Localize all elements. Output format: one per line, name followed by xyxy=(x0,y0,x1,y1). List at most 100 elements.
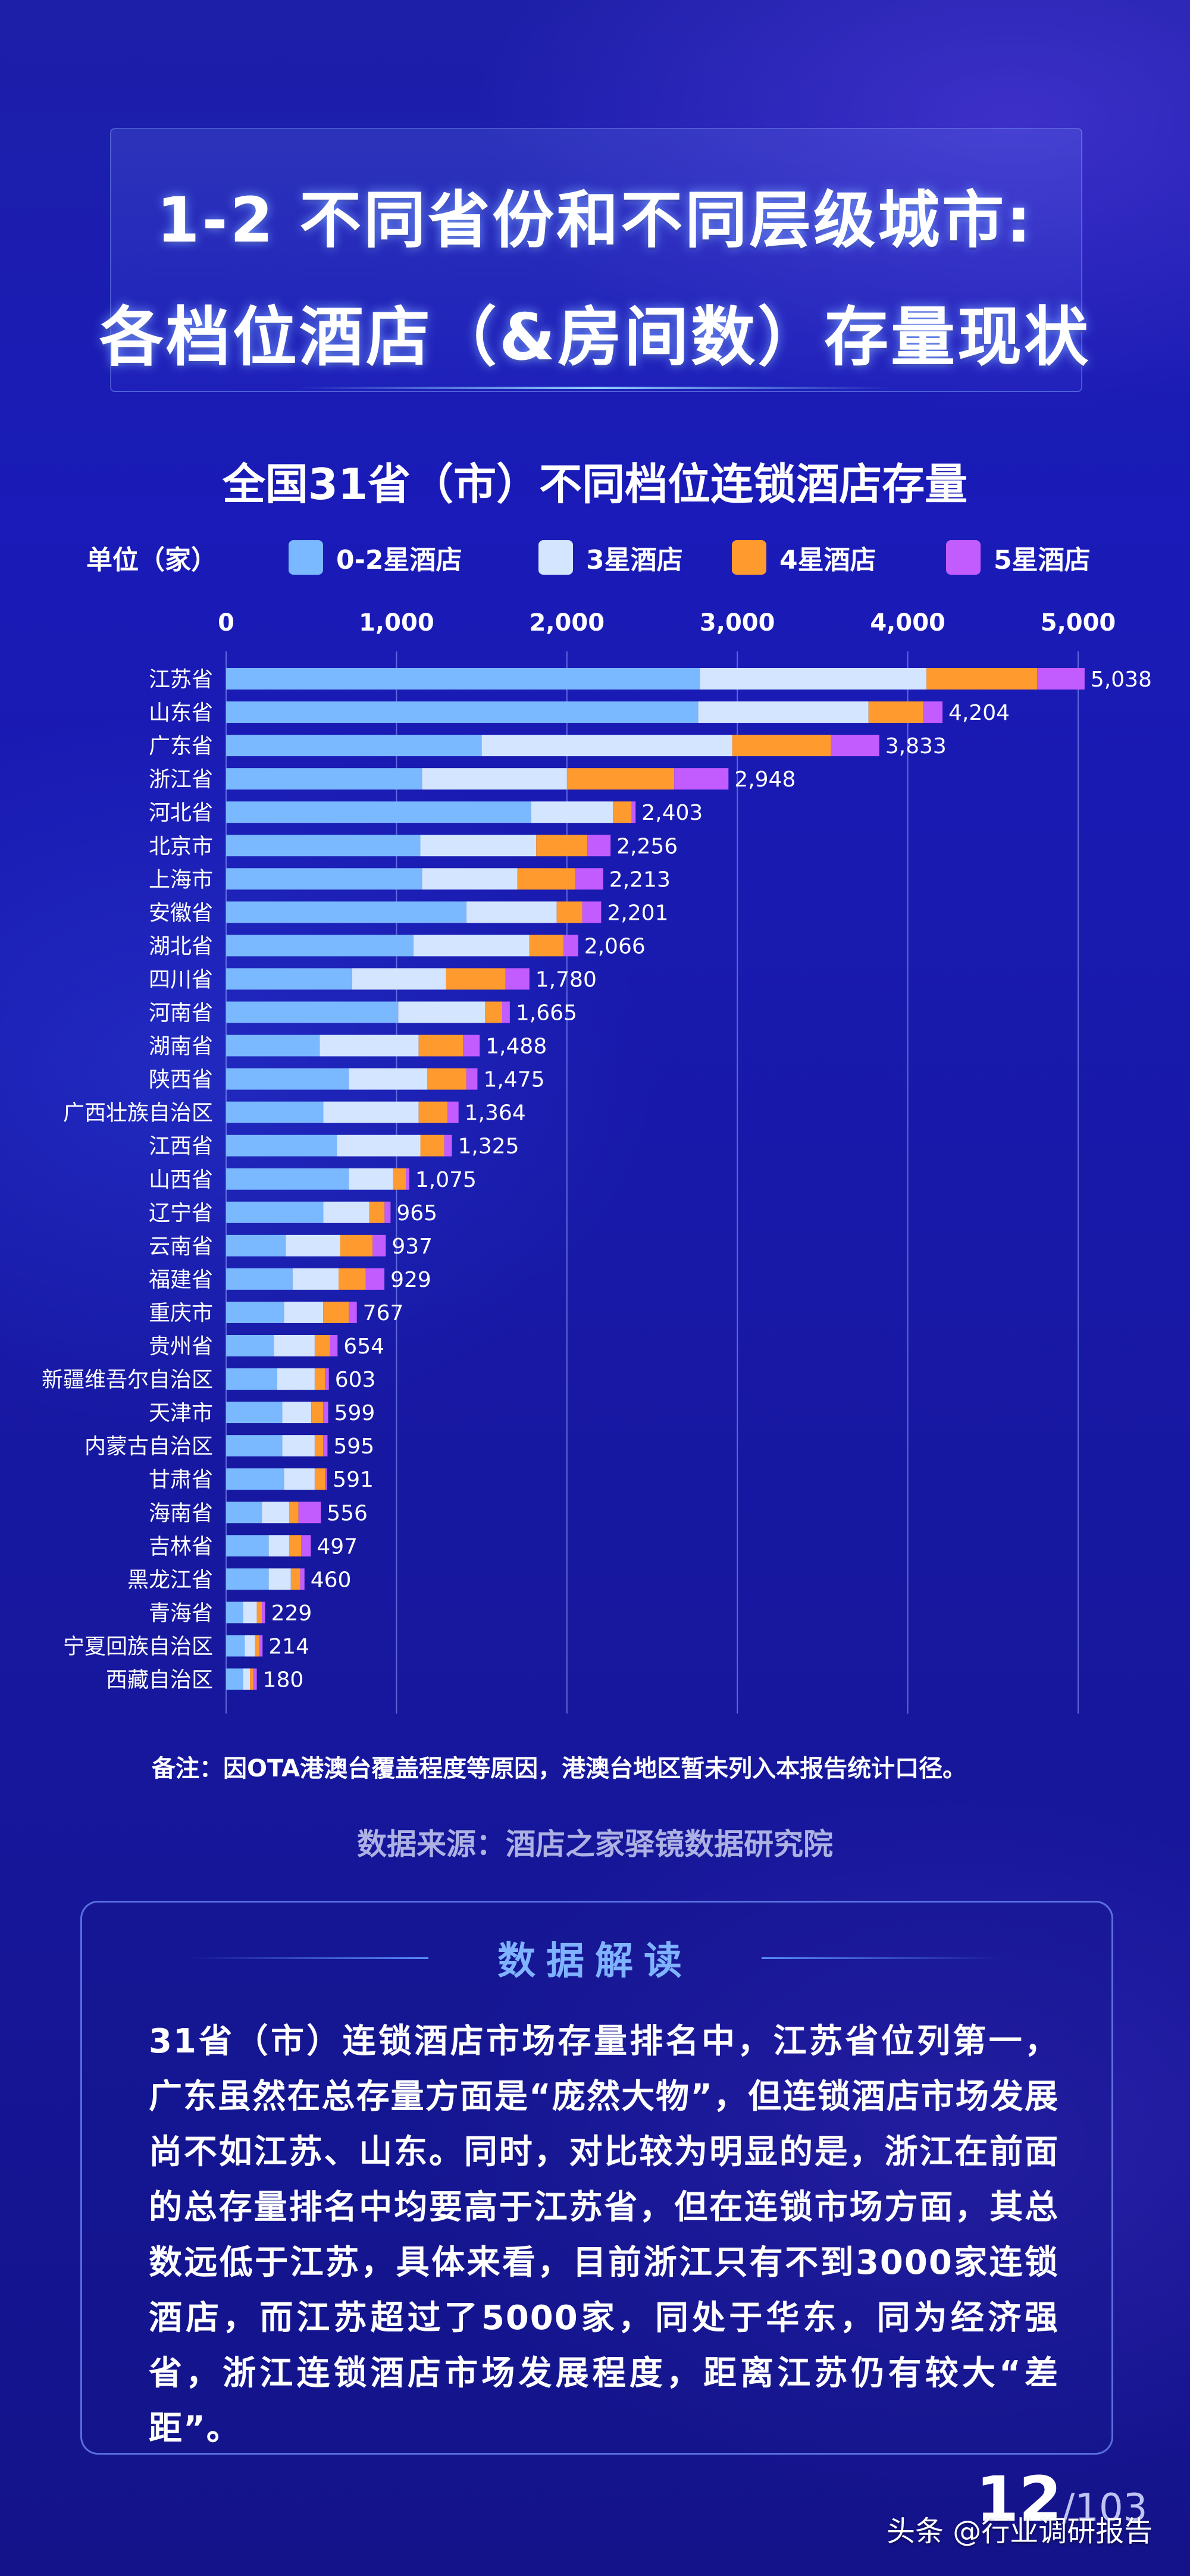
bar-segment xyxy=(226,1001,399,1023)
total-data-label: 556 xyxy=(327,1501,368,1525)
category-label: 青海省 xyxy=(149,1601,213,1625)
bar-segment xyxy=(226,1602,243,1624)
interpretation-panel xyxy=(80,1901,1113,2455)
legend-swatch-5-star xyxy=(946,540,981,575)
bar-segment xyxy=(226,1234,286,1256)
bar-segment xyxy=(284,1301,324,1323)
category-label: 上海市 xyxy=(149,867,213,892)
bar-segment xyxy=(226,1201,324,1223)
bar-segment xyxy=(529,935,564,957)
bar-segment xyxy=(420,1135,444,1157)
bar-segment xyxy=(325,1368,329,1390)
bar-segment xyxy=(226,1435,283,1457)
category-label: 云南省 xyxy=(149,1234,213,1259)
total-data-label: 603 xyxy=(335,1368,376,1392)
bar-segment xyxy=(420,835,537,857)
legend-item-3-star: 3星酒店 xyxy=(538,538,683,576)
bar-segment xyxy=(323,1402,328,1424)
page-current: 12 xyxy=(976,2463,1062,2536)
total-data-label: 2,403 xyxy=(641,801,703,825)
bar-segment xyxy=(226,835,421,857)
bar-segment xyxy=(427,1068,466,1090)
bar-segment xyxy=(243,1668,250,1690)
bar-segment xyxy=(226,668,700,690)
category-label: 江苏省 xyxy=(149,667,213,692)
total-data-label: 2,256 xyxy=(616,834,678,858)
interpretation-rule-left xyxy=(190,1957,428,1959)
category-label: 重庆市 xyxy=(149,1301,213,1325)
total-data-label: 2,948 xyxy=(734,767,796,792)
category-label: 黑龙江省 xyxy=(127,1568,213,1592)
bar-segment xyxy=(284,1468,315,1490)
bar-segment xyxy=(349,1168,393,1190)
total-data-label: 1,364 xyxy=(465,1101,526,1126)
bar-segment xyxy=(582,901,602,923)
bar-segment xyxy=(226,1535,269,1557)
bar-segment xyxy=(536,835,588,857)
bar-segment xyxy=(340,1234,373,1256)
bar-segment xyxy=(243,1602,257,1624)
page-number: 12/103 xyxy=(976,2463,1147,2536)
category-label: 湖北省 xyxy=(149,934,213,958)
total-data-label: 599 xyxy=(334,1401,375,1425)
total-data-label: 460 xyxy=(311,1568,352,1592)
bar-segment xyxy=(226,768,422,790)
bar-segment xyxy=(226,1368,277,1390)
bar-segment xyxy=(575,868,603,890)
bar-segment xyxy=(226,1135,337,1157)
bar-segment xyxy=(831,735,879,757)
bar-segment xyxy=(369,1201,385,1223)
bar-segment xyxy=(311,1402,324,1424)
bar-segment xyxy=(339,1268,366,1290)
bar-segment xyxy=(926,668,1038,690)
bar-segment xyxy=(466,901,557,923)
footnote: 备注：因OTA港澳台覆盖程度等原因，港澳台地区暂未列入本报告统计口径。 xyxy=(152,1755,967,1782)
bar-segment xyxy=(226,1101,324,1123)
x-tick-label: 1,000 xyxy=(359,609,434,637)
bar-segment xyxy=(502,1001,510,1023)
bar-segment xyxy=(226,1502,262,1524)
bar-segment xyxy=(352,968,446,990)
category-label: 四川省 xyxy=(149,967,213,992)
total-data-label: 937 xyxy=(392,1234,433,1259)
bar-segment xyxy=(226,1635,245,1657)
x-tick-label: 2,000 xyxy=(530,609,605,637)
category-label: 北京市 xyxy=(149,834,213,858)
bar-segment xyxy=(250,1668,253,1690)
bar-segment xyxy=(245,1635,255,1657)
bar-segment xyxy=(323,1201,369,1223)
bar-segment xyxy=(393,1168,406,1190)
page-total: /103 xyxy=(1061,2486,1148,2530)
bar-segment xyxy=(325,1468,327,1490)
bar-segment xyxy=(226,801,531,823)
bar-segment xyxy=(226,1035,320,1057)
bar-segment xyxy=(330,1335,338,1356)
bar-segment xyxy=(256,1602,262,1624)
bar-segment xyxy=(566,768,675,790)
category-label: 广东省 xyxy=(149,734,213,759)
total-data-label: 767 xyxy=(363,1301,404,1325)
category-label: 安徽省 xyxy=(149,901,213,925)
bar-segment xyxy=(406,1168,409,1190)
bar-segment xyxy=(732,735,831,757)
bar-segment xyxy=(290,1568,300,1590)
bar-segment xyxy=(259,1635,263,1657)
total-data-label: 1,665 xyxy=(516,1001,577,1026)
total-data-label: 1,488 xyxy=(486,1035,547,1059)
bar-segment xyxy=(868,701,923,723)
category-label: 江西省 xyxy=(149,1135,213,1159)
bar-segment xyxy=(365,1268,385,1290)
total-data-label: 965 xyxy=(396,1201,437,1226)
category-label: 广西壮族自治区 xyxy=(63,1101,213,1126)
bar-segment xyxy=(422,868,518,890)
category-label: 吉林省 xyxy=(149,1534,213,1559)
bar-segment xyxy=(268,1535,289,1557)
unit-label: 单位（家） xyxy=(86,545,217,575)
total-data-label: 3,833 xyxy=(885,734,947,759)
bar-segment xyxy=(289,1502,299,1524)
bar-segment xyxy=(226,1268,293,1290)
bar-segment xyxy=(292,1268,339,1290)
total-data-label: 214 xyxy=(268,1634,309,1659)
bar-segment xyxy=(282,1402,312,1424)
bar-segment xyxy=(517,868,576,890)
